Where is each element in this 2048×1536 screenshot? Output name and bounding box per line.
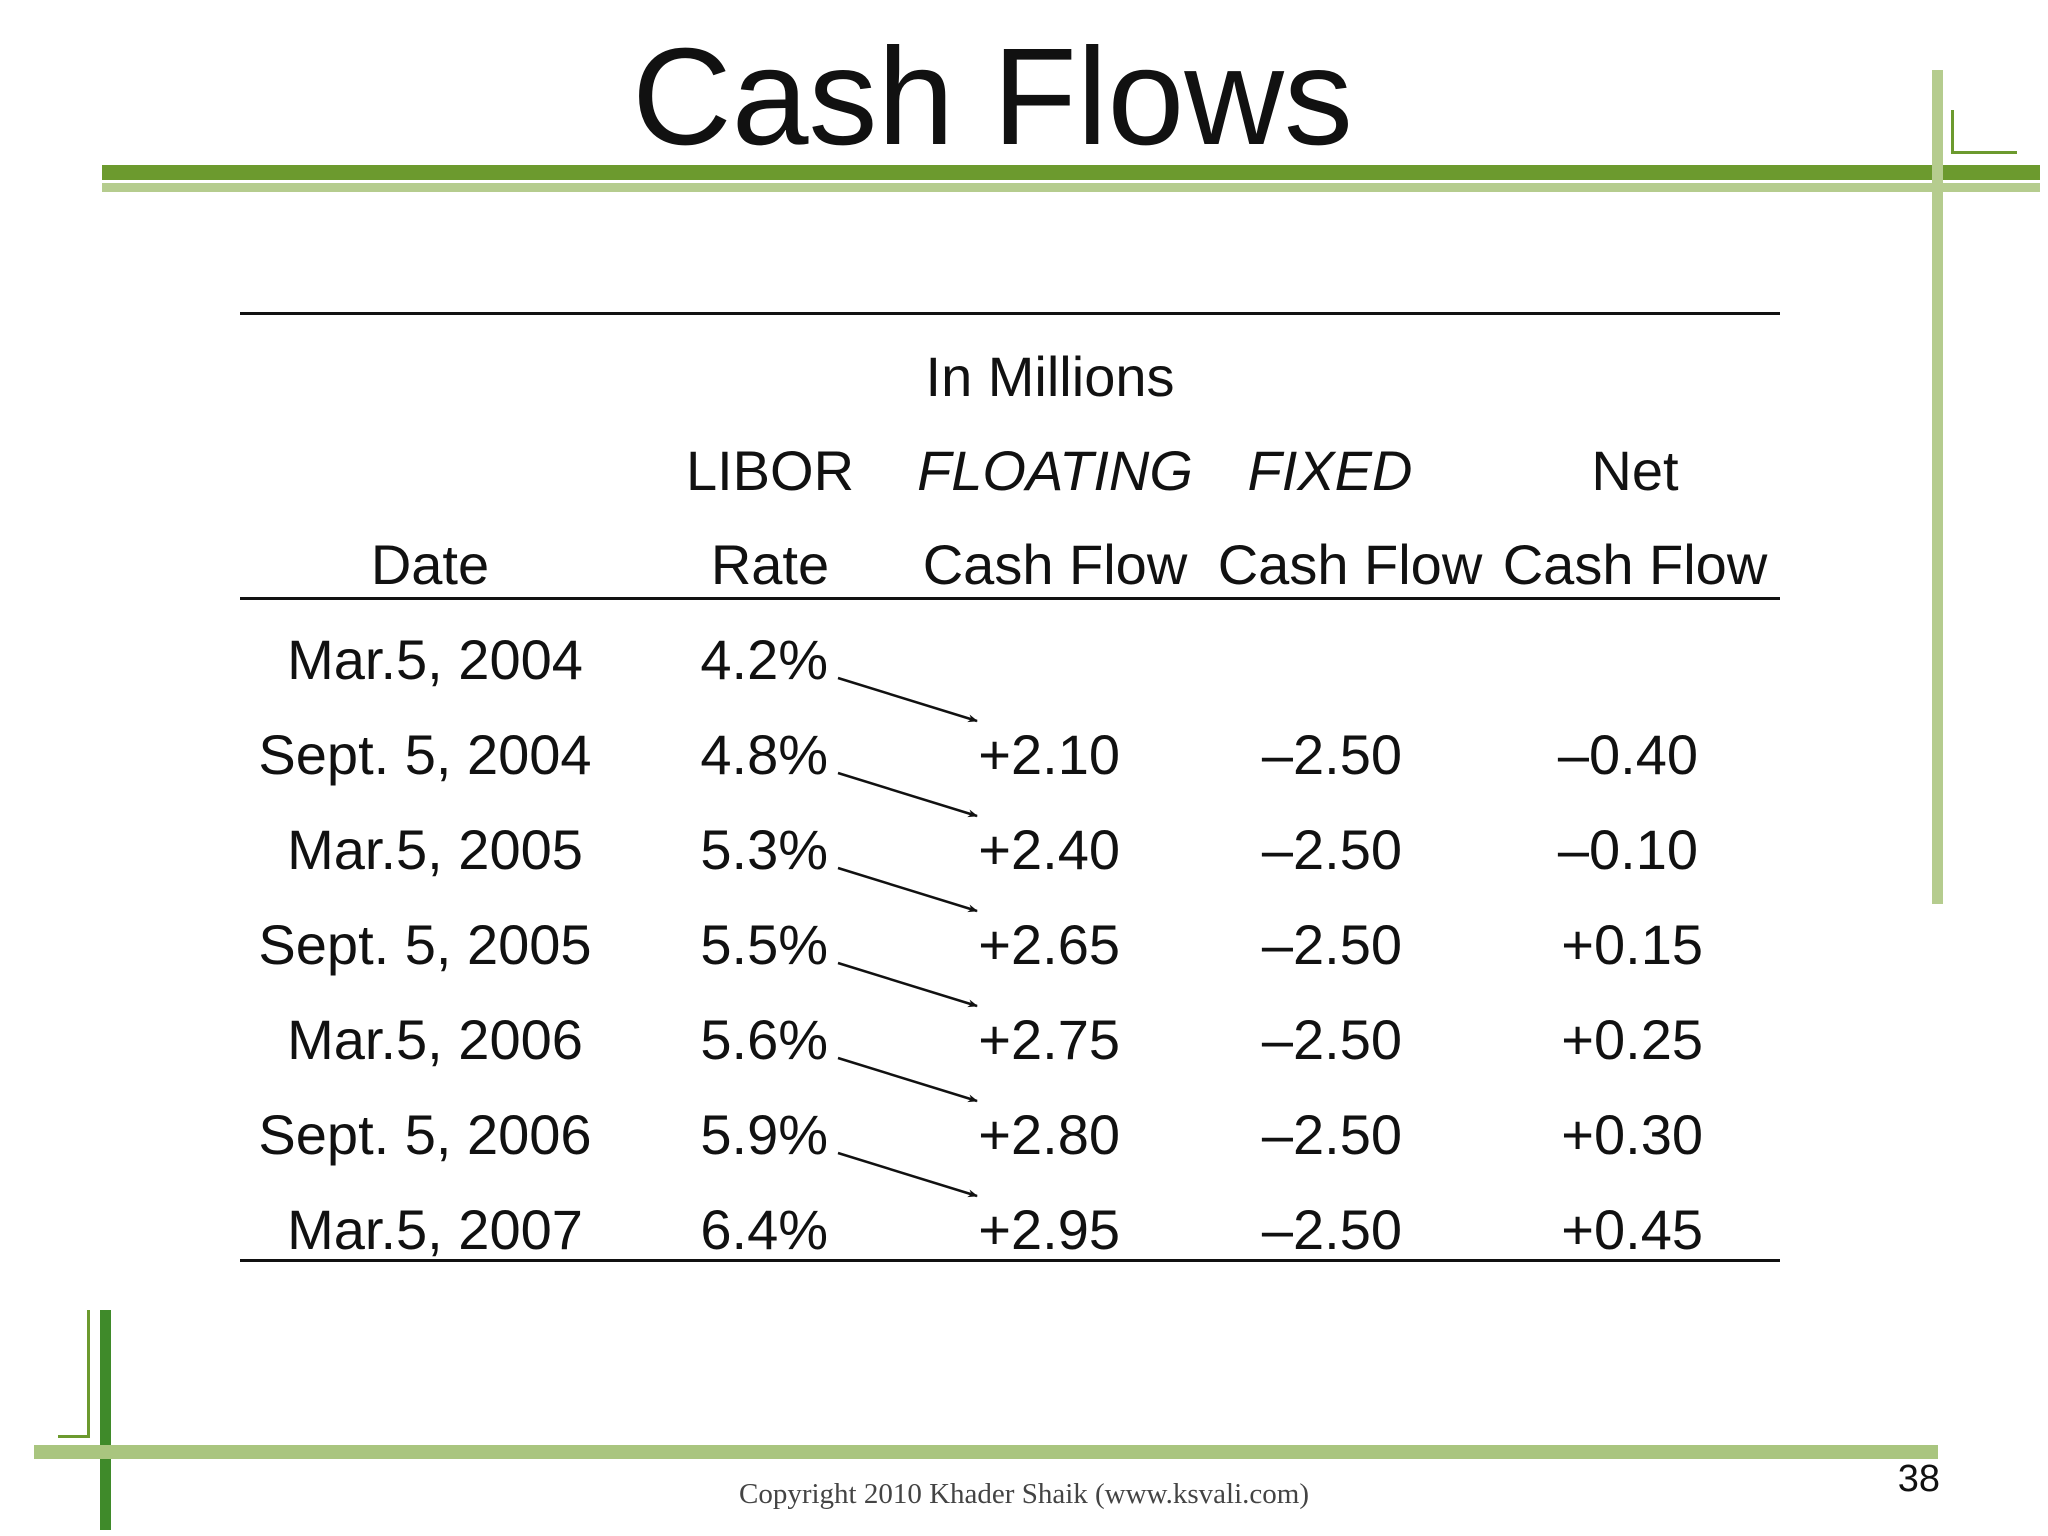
header-floating-line2: Cash Flow bbox=[922, 533, 1188, 596]
rate-cell: 4.2% bbox=[700, 628, 828, 691]
fixed-cell: –2.50 bbox=[1261, 1198, 1402, 1261]
rate-cell: 5.5% bbox=[700, 913, 828, 976]
fixed-cell: –2.50 bbox=[1261, 1008, 1402, 1071]
arrow-icon bbox=[837, 961, 978, 1008]
fixed-cell: –2.50 bbox=[1261, 723, 1402, 786]
left-corner-vline bbox=[87, 1310, 90, 1438]
net-cell: +0.30 bbox=[1561, 1103, 1703, 1166]
floating-cell: +2.65 bbox=[978, 913, 1120, 976]
net-cell: +0.45 bbox=[1561, 1198, 1703, 1261]
arrow-icon bbox=[837, 1056, 978, 1103]
header-rate-line1: LIBOR bbox=[685, 439, 855, 502]
net-cell: +0.25 bbox=[1561, 1008, 1703, 1071]
unit-label: In Millions bbox=[925, 345, 1175, 408]
bottom-accent-bar bbox=[34, 1445, 1938, 1459]
floating-cell: +2.95 bbox=[978, 1198, 1120, 1261]
arrow-icon bbox=[837, 771, 978, 818]
header-fixed-line1: FIXED bbox=[1247, 439, 1413, 502]
rate-cell: 5.3% bbox=[700, 818, 828, 881]
header-net-line1: Net bbox=[1591, 439, 1679, 502]
rate-cell: 6.4% bbox=[700, 1198, 828, 1261]
table-header-rule bbox=[240, 597, 1780, 600]
date-cell: Mar.5, 2005 bbox=[287, 818, 583, 881]
header-floating-line1: FLOATING bbox=[917, 439, 1193, 502]
arrow-icon bbox=[837, 866, 978, 913]
floating-cell: +2.40 bbox=[978, 818, 1120, 881]
net-cell: –0.40 bbox=[1557, 723, 1698, 786]
date-cell: Mar.5, 2007 bbox=[287, 1198, 583, 1261]
slide-title: Cash Flows bbox=[632, 20, 1353, 174]
left-corner-hline bbox=[58, 1435, 90, 1438]
date-cell: Mar.5, 2006 bbox=[287, 1008, 583, 1071]
net-cell: +0.15 bbox=[1561, 913, 1703, 976]
left-accent-bar bbox=[100, 1310, 111, 1530]
header-rate-line2: Rate bbox=[710, 533, 830, 596]
table-bottom-rule bbox=[240, 1259, 1780, 1262]
top-accent-bar-light bbox=[102, 183, 2040, 192]
copyright-notice: Copyright 2010 Khader Shaik (www.ksvali.… bbox=[739, 1478, 1309, 1510]
date-cell: Sept. 5, 2006 bbox=[258, 1103, 592, 1166]
floating-cell: +2.75 bbox=[978, 1008, 1120, 1071]
rate-cell: 5.6% bbox=[700, 1008, 828, 1071]
floating-cell: +2.10 bbox=[978, 723, 1120, 786]
date-cell: Sept. 5, 2004 bbox=[258, 723, 592, 786]
page-number: 38 bbox=[1897, 1458, 1940, 1500]
table-top-rule bbox=[240, 312, 1780, 315]
right-corner-vline bbox=[1951, 110, 1954, 154]
date-cell: Sept. 5, 2005 bbox=[258, 913, 592, 976]
header-fixed-line2: Cash Flow bbox=[1217, 533, 1483, 596]
header-date-line2: Date bbox=[370, 533, 490, 596]
rate-cell: 4.8% bbox=[700, 723, 828, 786]
top-accent-bar bbox=[102, 165, 2040, 180]
date-cell: Mar.5, 2004 bbox=[287, 628, 583, 691]
right-accent-bar bbox=[1932, 70, 1943, 904]
header-net-line2: Cash Flow bbox=[1502, 533, 1768, 596]
rate-cell: 5.9% bbox=[700, 1103, 828, 1166]
right-corner-hline bbox=[1951, 151, 2017, 154]
net-cell: –0.10 bbox=[1557, 818, 1698, 881]
arrow-icon bbox=[837, 1151, 978, 1198]
fixed-cell: –2.50 bbox=[1261, 913, 1402, 976]
fixed-cell: –2.50 bbox=[1261, 1103, 1402, 1166]
fixed-cell: –2.50 bbox=[1261, 818, 1402, 881]
arrow-icon bbox=[837, 676, 978, 723]
floating-cell: +2.80 bbox=[978, 1103, 1120, 1166]
